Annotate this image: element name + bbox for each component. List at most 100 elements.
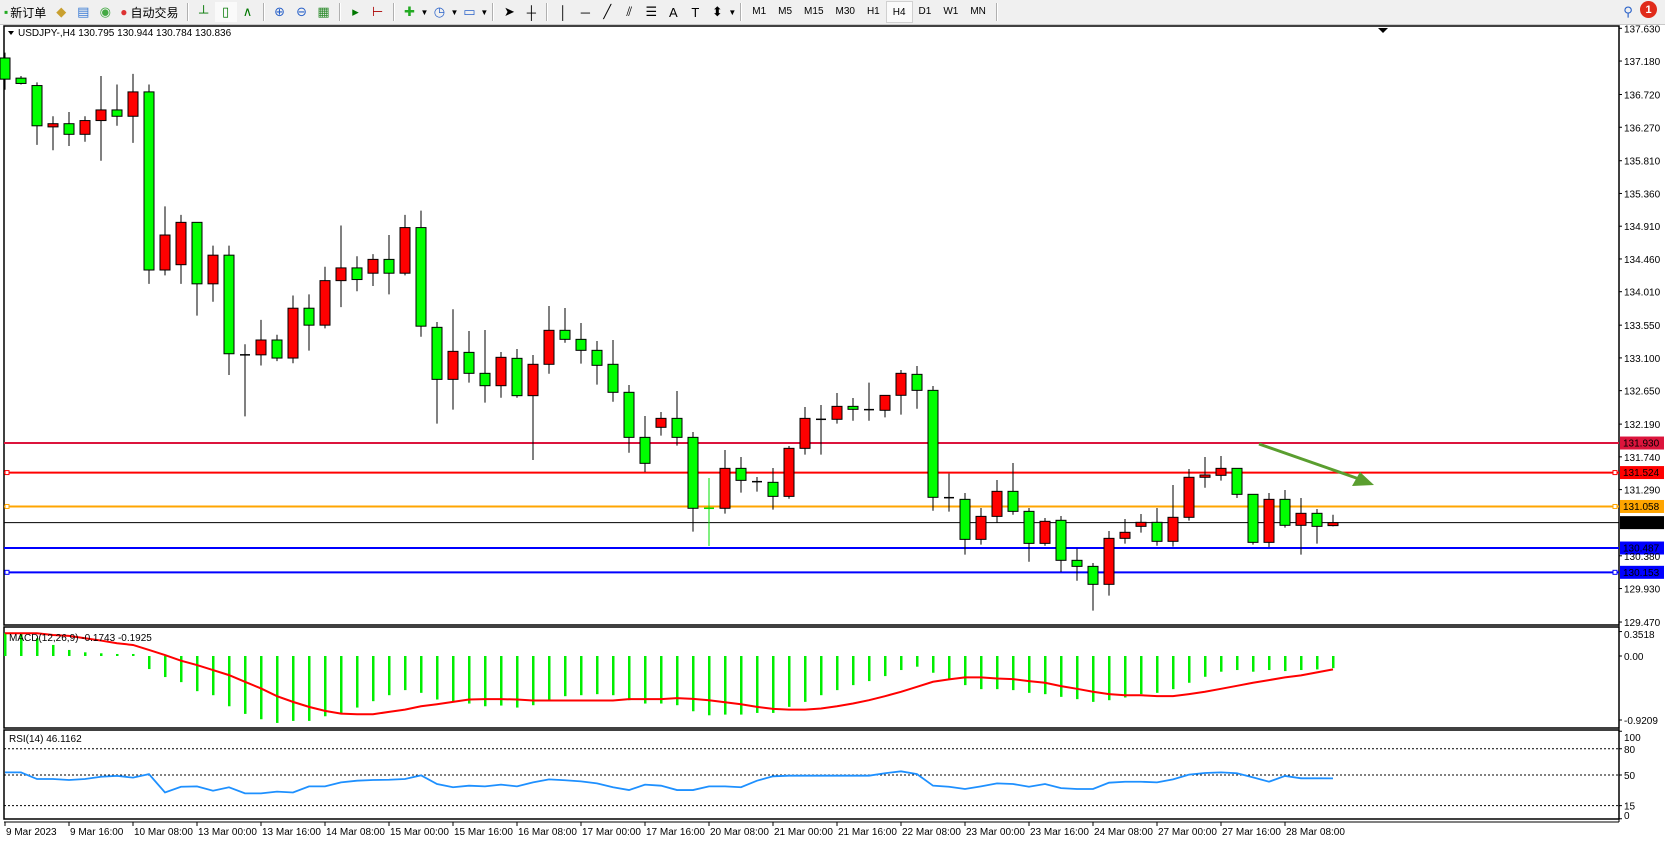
candle[interactable] [864,382,874,421]
notification-badge[interactable]: 1 [1640,1,1657,18]
candlestick-icon[interactable]: ▯ [214,2,237,22]
candle[interactable] [335,225,347,308]
timeframe-m1[interactable]: M1 [752,5,767,17]
candle[interactable] [351,256,363,292]
candle[interactable] [591,341,603,385]
candle[interactable] [1007,462,1019,515]
candle[interactable] [799,407,811,455]
candle[interactable] [1087,563,1099,611]
candle[interactable] [879,394,891,418]
candle[interactable] [31,82,43,145]
candle[interactable] [1135,513,1147,533]
level-handle-icon[interactable] [1612,470,1618,476]
text-icon[interactable]: A [668,4,678,20]
level-handle-icon[interactable] [1612,503,1618,509]
candle[interactable] [895,369,907,415]
candle[interactable] [271,334,283,362]
candle[interactable] [959,493,971,555]
candle[interactable] [1055,516,1067,573]
trendline-icon[interactable]: ╱ [603,4,612,19]
candle[interactable] [623,385,635,453]
candle[interactable] [191,221,203,316]
candle[interactable] [559,307,571,343]
dropdown-icon[interactable]: ▼ [480,7,489,17]
candle[interactable] [1023,508,1035,562]
candle[interactable] [816,404,826,455]
candle[interactable] [927,385,939,511]
candle[interactable] [495,352,507,398]
candle[interactable] [399,214,411,276]
candle[interactable] [1103,530,1115,596]
trend-arrow-line[interactable] [1258,442,1363,482]
candle[interactable] [79,116,91,142]
indicators-icon[interactable]: ✚ [404,4,415,19]
candle[interactable] [1071,548,1083,581]
vertical-line-icon[interactable]: │ [559,4,568,20]
candle[interactable] [15,76,27,85]
arrows-icon[interactable]: ⬍ [711,4,723,19]
candle[interactable] [639,415,651,472]
candle[interactable] [1295,498,1307,555]
candle[interactable] [671,391,683,446]
bar-chart-icon[interactable]: ┴ [198,4,209,20]
candle[interactable] [1247,493,1259,545]
candle[interactable] [543,306,555,374]
chart-shift-icon[interactable]: ⊢ [371,4,384,19]
candle[interactable] [752,477,762,492]
crosshair-icon[interactable]: ┼ [526,4,536,20]
candle[interactable] [255,319,267,366]
candle[interactable] [175,214,187,284]
timeframe-d1[interactable]: D1 [918,5,932,17]
candle[interactable] [991,479,1003,523]
timeframe-m5[interactable]: M5 [778,5,793,17]
candle[interactable] [431,321,443,424]
candle[interactable] [447,309,459,410]
trend-arrow[interactable] [1258,442,1374,486]
candle[interactable] [0,52,11,90]
candle[interactable] [319,266,331,329]
candle[interactable] [47,116,59,151]
symbol-menu-triangle-icon[interactable] [8,31,14,35]
chart-shift-marker-icon[interactable] [1378,28,1388,33]
signals-icon[interactable]: ◉ [99,4,111,19]
equidistant-channel-icon[interactable]: ⫽ [626,4,633,19]
candle[interactable] [1151,508,1163,546]
candle[interactable] [287,295,299,364]
candle[interactable] [159,206,171,276]
horizontal-line-icon[interactable]: ─ [580,4,590,20]
candle[interactable] [111,84,123,126]
candle[interactable] [367,254,379,286]
fibonacci-icon[interactable]: ☰ [645,4,658,19]
candle[interactable] [719,450,731,514]
candle[interactable] [1231,467,1243,499]
candle[interactable] [415,210,427,337]
timeframe-m30[interactable]: M30 [835,5,855,17]
candle[interactable] [783,446,795,499]
dropdown-icon[interactable]: ▼ [450,7,459,17]
level-handle-icon[interactable] [4,569,10,575]
dropdown-icon[interactable]: ▼ [420,7,429,17]
timeframe-h4[interactable]: H4 [885,1,913,23]
candle[interactable] [527,354,539,460]
candle[interactable] [735,457,747,493]
timeframe-mn[interactable]: MN [970,5,986,17]
new-order-button[interactable]: ▪ 新订单 [0,2,50,22]
candle[interactable] [127,73,139,143]
zoom-in-icon[interactable]: ⊕ [274,4,285,19]
candle[interactable] [1199,457,1211,488]
candle[interactable] [1167,485,1179,547]
candle[interactable] [303,294,315,351]
candle[interactable] [143,84,155,284]
candle[interactable] [479,329,491,403]
candle[interactable] [607,340,619,402]
periods-icon[interactable]: ◷ [433,4,446,19]
candle[interactable] [383,235,395,295]
timeframe-w1[interactable]: W1 [943,5,959,17]
candle[interactable] [240,344,250,417]
candle[interactable] [1311,509,1323,544]
level-handle-icon[interactable] [4,470,10,476]
cursor-icon[interactable]: ➤ [503,4,515,19]
templates-icon[interactable]: ▭ [463,4,476,19]
candle[interactable] [767,467,779,510]
